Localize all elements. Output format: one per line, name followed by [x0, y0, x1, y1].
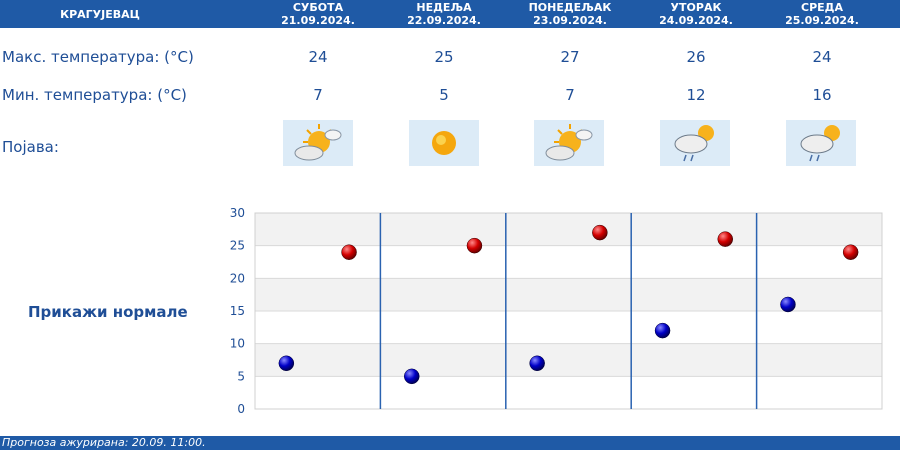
max-temp-point: [592, 224, 608, 241]
day-name: СРЕДА: [801, 1, 843, 14]
max-temp-value: 25: [434, 48, 454, 66]
day-date: 22.09.2024.: [407, 14, 481, 27]
plot-band: [255, 343, 882, 377]
max-temp-point: [842, 244, 859, 260]
day-name: НЕДЕЉА: [416, 1, 472, 14]
day-name: ПОНЕДЕЉАК: [528, 1, 612, 14]
temperature-chart: 0 5 10 15 20 25 30: [230, 206, 883, 416]
y-tick-label: 15: [230, 304, 245, 318]
max-temp-label: Макс. температура: (°C): [2, 48, 194, 66]
plot-border: [254, 212, 883, 410]
min-temp-point: [278, 355, 295, 372]
min-temp-value: 16: [812, 86, 832, 104]
cloud-rain-sun-icon: [660, 120, 730, 166]
max-temp-value: 24: [812, 48, 832, 66]
day-header-1: СУБОТА 21.09.2024.: [255, 0, 381, 29]
min-temp-value: 7: [565, 86, 575, 104]
min-temp-point: [654, 322, 671, 339]
city-name: КРАГУЈЕВАЦ: [60, 7, 140, 21]
show-normals-link[interactable]: Прикажи нормале: [28, 303, 188, 321]
sun-cloud-icon: [534, 120, 604, 166]
sun-cloud-icon: [283, 120, 353, 166]
footer-bar: Прогноза ажурирана: 20.09. 11:00.: [0, 436, 900, 450]
min-temp-label: Мин. температура: (°C): [2, 86, 187, 104]
forecast-updated-text: Прогноза ажурирана: 20.09. 11:00.: [2, 436, 206, 449]
min-temp-point: [529, 355, 545, 372]
y-tick-label: 30: [230, 206, 245, 220]
min-temp-point: [404, 368, 420, 385]
day-name: УТОРАК: [670, 1, 722, 14]
y-tick-label: 0: [237, 402, 245, 416]
day-header-4: УТОРАК 24.09.2024.: [633, 0, 759, 29]
y-tick-label: 5: [237, 369, 245, 383]
day-date: 23.09.2024.: [533, 14, 607, 27]
plot-band: [255, 245, 882, 279]
max-temp-value: 26: [686, 48, 706, 66]
plot-band: [255, 278, 882, 311]
sun-icon: [409, 120, 479, 166]
day-date: 24.09.2024.: [659, 14, 733, 27]
plot-band: [255, 213, 882, 246]
min-temp-value: 5: [439, 86, 449, 104]
day-header-5: СРЕДА 25.09.2024.: [759, 0, 885, 29]
max-temp-value: 27: [560, 48, 580, 66]
min-temp-value: 12: [686, 86, 706, 104]
y-tick-label: 25: [230, 239, 245, 253]
forecast-header-bar: КРАГУЈЕВАЦ СУБОТА 21.09.2024. НЕДЕЉА 22.…: [0, 0, 900, 28]
max-temp-point: [341, 244, 357, 260]
plot-band: [255, 376, 882, 409]
day-date: 21.09.2024.: [281, 14, 355, 27]
day-date: 25.09.2024.: [785, 14, 859, 27]
y-tick-label: 10: [230, 337, 245, 351]
day-header-3: ПОНЕДЕЉАК 23.09.2024.: [507, 0, 633, 29]
phenomenon-label: Појава:: [2, 138, 59, 156]
max-temp-point: [466, 237, 483, 254]
plot-band: [255, 311, 882, 344]
y-tick-label: 20: [230, 271, 245, 285]
cloud-rain-sun-icon: [786, 120, 856, 166]
day-name: СУБОТА: [292, 1, 344, 14]
max-temp-value: 24: [308, 48, 328, 66]
max-temp-point: [717, 231, 733, 247]
min-temp-point: [780, 296, 796, 313]
day-header-2: НЕДЕЉА 22.09.2024.: [381, 0, 507, 29]
min-temp-value: 7: [313, 86, 323, 104]
